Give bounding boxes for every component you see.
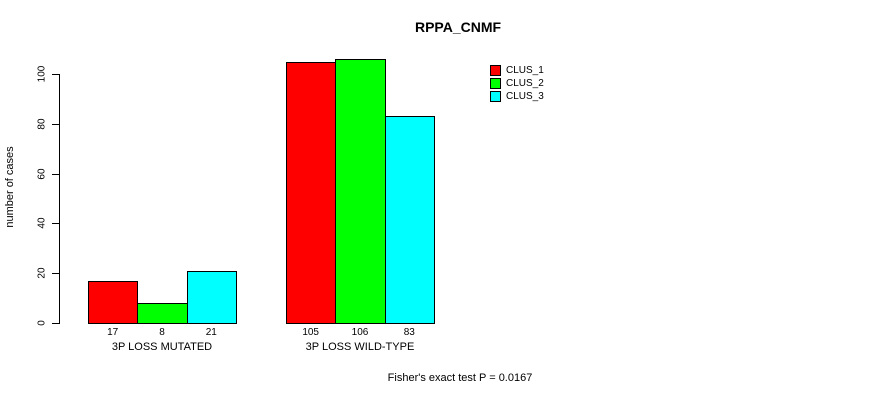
y-tick <box>52 123 59 125</box>
y-axis-line <box>59 74 60 324</box>
y-tick <box>52 173 59 175</box>
legend-item: CLUS_3 <box>490 90 544 103</box>
bar-clus-2-3p-loss-mutated <box>137 303 188 324</box>
legend-item: CLUS_1 <box>490 64 544 77</box>
y-axis-title: number of cases <box>4 146 16 228</box>
chart-title: RPPA_CNMF <box>414 19 502 35</box>
y-tick <box>52 74 59 75</box>
legend-item: CLUS_2 <box>490 77 544 90</box>
bar-value-label: 83 <box>403 327 415 338</box>
bar-value-label: 21 <box>205 327 217 338</box>
bar-clus-3-3p-loss-wild-type <box>384 116 435 324</box>
legend: CLUS_1 CLUS_2 CLUS_3 <box>490 64 544 103</box>
bar-clus-1-3p-loss-mutated <box>88 280 139 324</box>
y-tick-label: 40 <box>36 217 48 229</box>
bar-clus-3-3p-loss-mutated <box>186 270 237 324</box>
legend-swatch-clus-2 <box>490 78 501 89</box>
annotation-fisher-test: Fisher's exact test P = 0.0167 <box>387 372 533 384</box>
y-tick <box>52 273 59 275</box>
bar-value-label: 17 <box>107 327 119 338</box>
bar-value-label: 106 <box>351 327 369 338</box>
legend-swatch-clus-3 <box>490 91 501 102</box>
legend-label: CLUS_1 <box>506 65 544 76</box>
bar-value-label: 8 <box>159 327 165 338</box>
bar-clus-2-3p-loss-wild-type <box>335 59 386 324</box>
legend-swatch-clus-1 <box>490 65 501 76</box>
y-tick-label: 20 <box>36 267 48 279</box>
bar-value-label: 105 <box>302 327 319 338</box>
y-tick-label: 80 <box>36 118 48 130</box>
legend-label: CLUS_2 <box>506 78 544 89</box>
x-category-label: 3P LOSS MUTATED <box>111 341 213 353</box>
y-tick-label: 0 <box>36 320 48 326</box>
bar-clus-1-3p-loss-wild-type <box>286 61 337 324</box>
y-tick-label: 60 <box>36 168 48 180</box>
y-tick <box>52 323 59 324</box>
y-tick-label: 100 <box>36 65 48 83</box>
y-tick <box>52 223 59 225</box>
x-category-label: 3P LOSS WILD-TYPE <box>305 341 415 353</box>
legend-label: CLUS_3 <box>506 91 544 102</box>
